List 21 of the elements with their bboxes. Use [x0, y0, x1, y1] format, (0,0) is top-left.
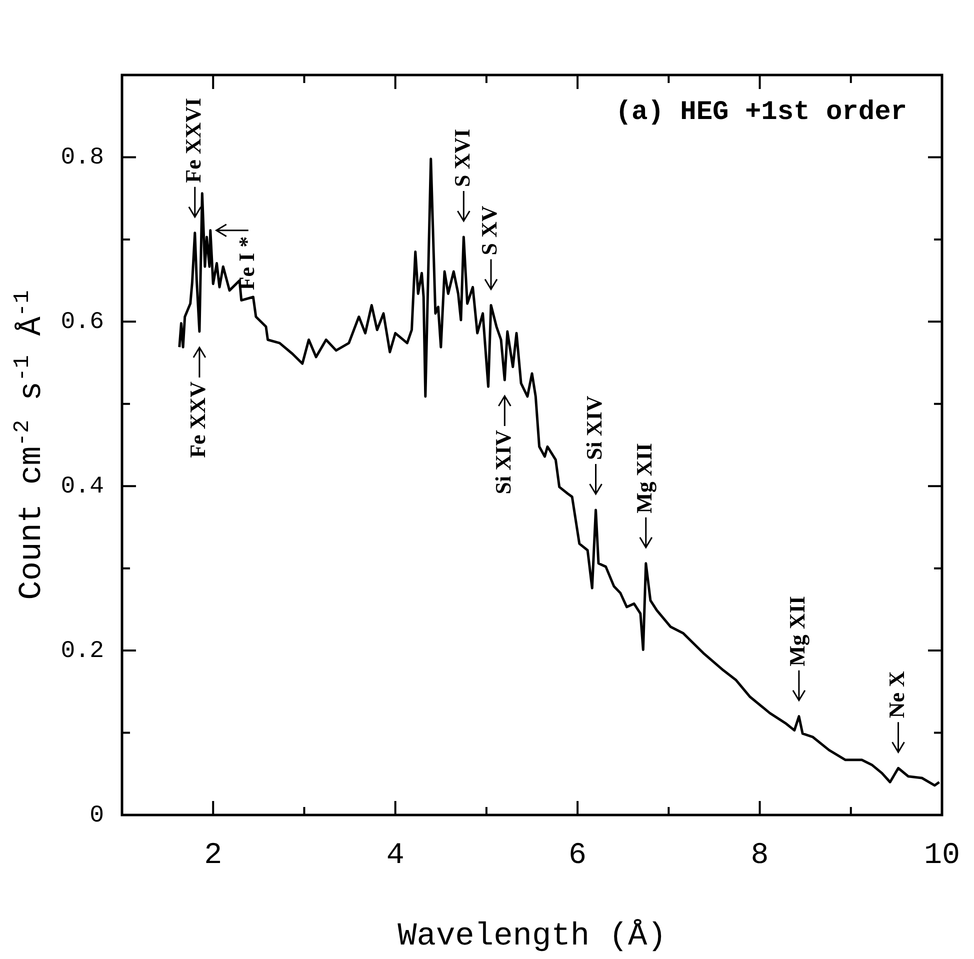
- annotation: Ne X: [884, 670, 909, 718]
- y-tick-label: 0.2: [60, 638, 104, 665]
- x-tick-label: 2: [204, 838, 222, 873]
- annotation: S XV: [476, 206, 502, 256]
- annotation: Mg XII: [784, 596, 810, 666]
- x-tick-label: 4: [386, 838, 404, 873]
- annotation: Si XIV: [490, 430, 516, 494]
- x-tick-label: 10: [924, 838, 960, 873]
- y-tick-label: 0.8: [60, 144, 104, 172]
- annotation: Mg XII: [632, 443, 657, 514]
- y-tick-label: 0: [90, 802, 104, 830]
- x-tick-label: 8: [750, 838, 769, 873]
- annotation: Fe XXVI: [180, 98, 206, 183]
- annotation: S XVI: [449, 128, 474, 187]
- annotation: Fe XXV: [185, 381, 210, 458]
- x-tick-label: 6: [568, 838, 587, 873]
- annotation: (a) HEG +1st order: [615, 98, 907, 128]
- annotation: Si XIV: [581, 396, 606, 460]
- y-tick-label: 0.4: [60, 473, 104, 500]
- x-axis-title: Wavelength (Å): [398, 917, 666, 954]
- y-tick-label: 0.6: [60, 309, 104, 336]
